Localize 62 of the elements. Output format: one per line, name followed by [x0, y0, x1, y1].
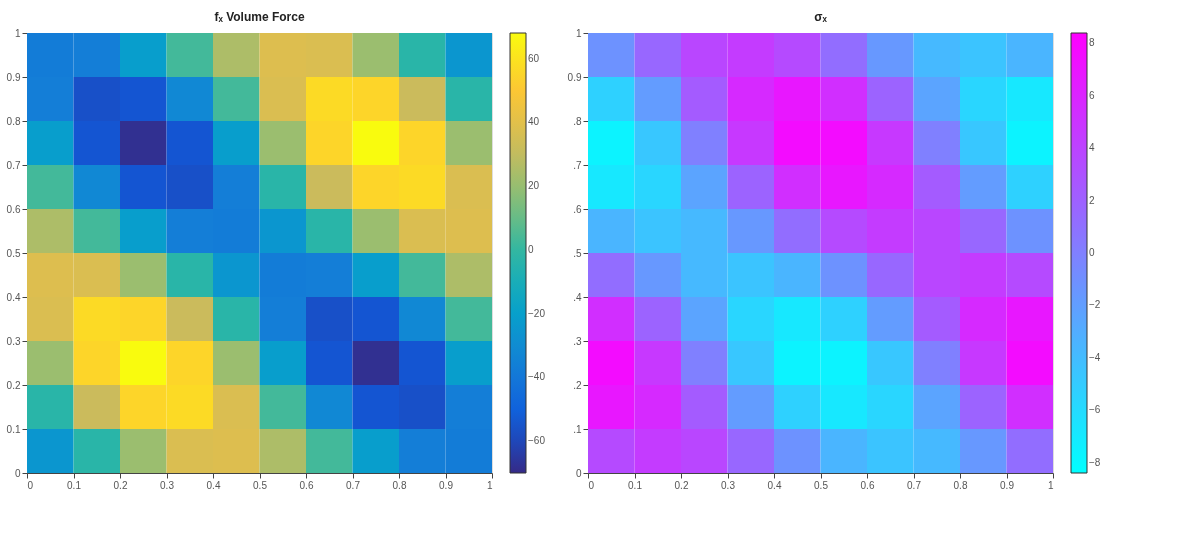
color-bar-label: 60 — [528, 52, 540, 64]
x-tick-label: 0.6 — [860, 479, 875, 491]
color-bar-label: 0 — [1089, 247, 1095, 258]
y-tick-label: .3 — [573, 335, 582, 347]
x-tick-label: 0.3 — [160, 479, 175, 491]
x-tick-label: 0.7 — [907, 479, 922, 491]
y-tick-label: 1 — [14, 27, 21, 39]
x-tick-label: 0.9 — [1000, 479, 1015, 491]
y-tick-label: .5 — [573, 247, 582, 259]
y-tick-label: 0 — [14, 467, 21, 479]
color-bar-label: 0 — [528, 243, 534, 255]
x-tick-label: 0.1 — [67, 479, 82, 491]
y-tick-label: 0.9 — [6, 71, 21, 83]
y-tick-label: 0.5 — [6, 247, 21, 259]
y-tick-label: .6 — [573, 203, 582, 215]
chart-title: σₓ — [814, 10, 828, 24]
x-tick-label: 1 — [1047, 479, 1054, 491]
x-tick-label: 0 — [27, 479, 34, 491]
y-tick-label: 0.3 — [6, 335, 21, 347]
chart-title: fₓ Volume Force — [214, 10, 305, 24]
x-tick-label: 0.9 — [439, 479, 454, 491]
color-bar-label: −40 — [528, 371, 546, 383]
x-tick-label: 0.8 — [953, 479, 968, 491]
x-tick-label: 0.4 — [767, 479, 782, 491]
color-bar-label: −8 — [1089, 456, 1101, 468]
y-tick-label: 1 — [575, 27, 582, 39]
y-tick-label: .7 — [573, 159, 582, 171]
x-tick-label: 0.5 — [253, 479, 268, 491]
color-bar-label: 6 — [1089, 89, 1095, 101]
x-tick-label: 0.8 — [392, 479, 407, 491]
x-tick-label: 0.1 — [628, 479, 643, 491]
color-bar-label: 4 — [1089, 142, 1095, 154]
y-tick-label: 0.1 — [6, 423, 21, 435]
color-bar-label: 2 — [1089, 194, 1095, 206]
y-tick-label: .1 — [573, 423, 582, 435]
color-bar-label: 40 — [528, 116, 540, 128]
color-bar-label: −4 — [1089, 351, 1101, 363]
color-bar-label: −6 — [1089, 404, 1101, 416]
y-tick-label: 0.8 — [6, 115, 21, 127]
y-tick-label: 0.6 — [6, 203, 21, 215]
y-tick-label: 0.7 — [6, 159, 21, 171]
y-tick-label: 0 — [575, 467, 582, 479]
y-tick-label: 0.2 — [6, 379, 21, 391]
x-tick-label: 0.5 — [814, 479, 829, 491]
x-tick-label: 0.2 — [113, 479, 128, 491]
color-bar-label: 20 — [528, 180, 540, 192]
y-tick-label: .8 — [573, 115, 582, 127]
x-tick-label: 0.3 — [721, 479, 736, 491]
color-bar-label: −20 — [528, 307, 546, 319]
color-bar-label: −60 — [528, 435, 546, 447]
x-tick-label: 0.7 — [346, 479, 361, 491]
x-tick-label: 1 — [486, 479, 493, 491]
y-tick-label: .2 — [573, 379, 582, 391]
color-bar-label: 8 — [1089, 37, 1095, 49]
color-bar-label: −2 — [1089, 299, 1101, 311]
x-tick-label: 0 — [588, 479, 595, 491]
x-tick-label: 0.2 — [674, 479, 689, 491]
y-tick-label: 0.9 — [567, 71, 582, 83]
y-tick-label: 0.4 — [6, 291, 21, 303]
y-tick-label: .4 — [573, 291, 582, 303]
x-tick-label: 0.6 — [299, 479, 314, 491]
x-tick-label: 0.4 — [206, 479, 221, 491]
